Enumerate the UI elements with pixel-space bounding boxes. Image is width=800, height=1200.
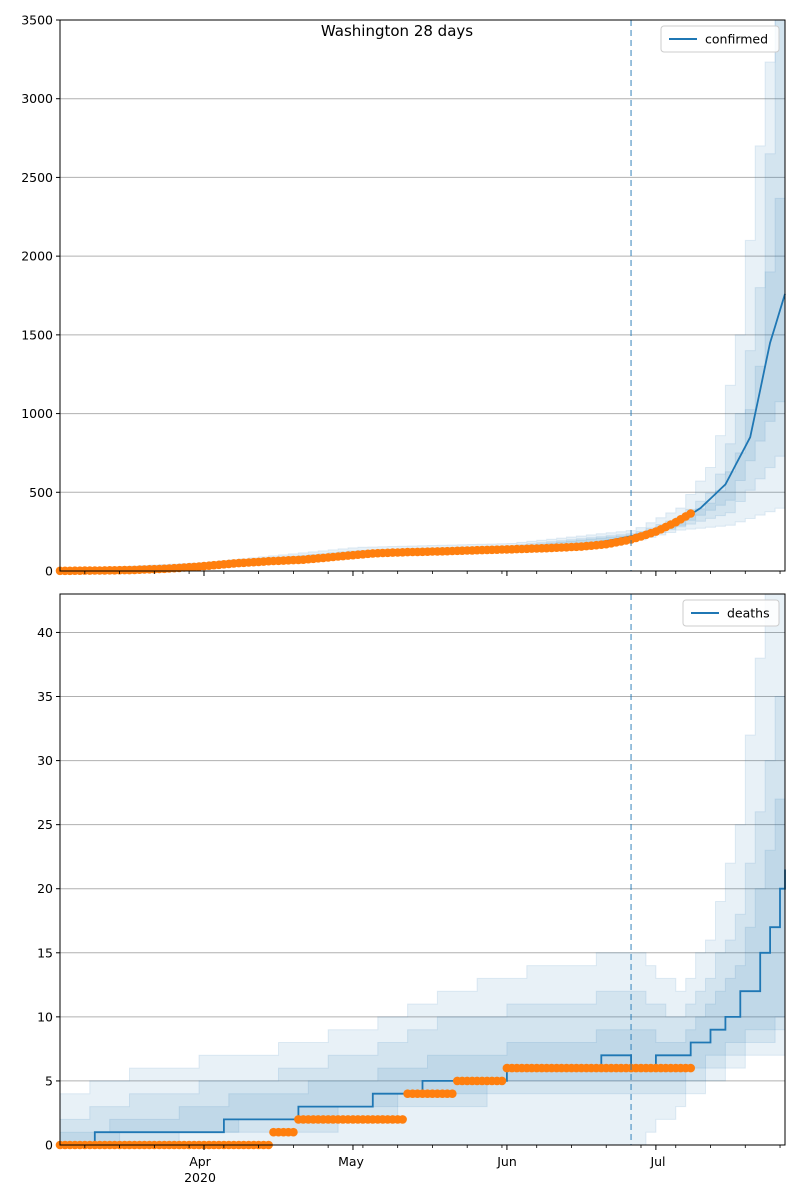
- y-tick-label: 0: [45, 1138, 53, 1153]
- y-tick-label: 10: [37, 1009, 53, 1024]
- legend: confirmed: [660, 25, 780, 53]
- x-tick-label-jun: Jun: [496, 1154, 517, 1169]
- legend-label: confirmed: [705, 32, 768, 47]
- observed-series: [55, 509, 695, 576]
- plot-frame: [59, 593, 786, 1146]
- y-tick-label: 1500: [21, 327, 53, 342]
- observed-point: [289, 1127, 298, 1137]
- x-tick-label-jul: Jul: [649, 1154, 665, 1169]
- legend-box: [682, 599, 780, 627]
- y-tick-label: 500: [29, 485, 53, 500]
- y-tick-label: 35: [37, 689, 53, 704]
- x-axis-labels: Apr May Jun Jul 2020: [184, 1154, 665, 1185]
- y-tick-label: 0: [45, 564, 53, 579]
- observed-point: [686, 1063, 695, 1073]
- plot-frame: [59, 19, 786, 572]
- legend: deaths: [682, 599, 780, 627]
- observed-point: [448, 1089, 457, 1098]
- legend-box: [660, 25, 780, 53]
- figure-title: Washington 28 days: [321, 22, 473, 40]
- x-tick-label-may: May: [338, 1154, 364, 1169]
- y-tick-label: 3000: [21, 91, 53, 106]
- y-tick-label: 20: [37, 881, 53, 896]
- y-tick-label: 2000: [21, 249, 53, 264]
- observed-point: [686, 509, 695, 518]
- y-tick-label: 40: [37, 625, 53, 640]
- y-tick-label: 3500: [21, 13, 53, 28]
- observed-point: [398, 1115, 407, 1124]
- y-tick-label: 1000: [21, 406, 53, 421]
- observed-point: [497, 1076, 507, 1086]
- x-year-label: 2020: [184, 1170, 216, 1185]
- y-tick-label: 25: [37, 817, 53, 832]
- y-tick-label: 30: [37, 753, 53, 768]
- interval-band: [59, 632, 786, 1146]
- y-tick-label: 15: [37, 945, 53, 960]
- x-tick-label-apr: Apr: [189, 1154, 211, 1169]
- confirmed-panel: 0 500 1000 1500 2000 2500 3000 3500 confirmed: [21, 13, 786, 579]
- deaths-panel: 0 5 10 15 20 25 30 35 40 deaths: [37, 593, 786, 1153]
- y-tick-label: 2500: [21, 170, 53, 185]
- y-tick-label: 5: [45, 1073, 53, 1088]
- legend-label: deaths: [727, 606, 770, 621]
